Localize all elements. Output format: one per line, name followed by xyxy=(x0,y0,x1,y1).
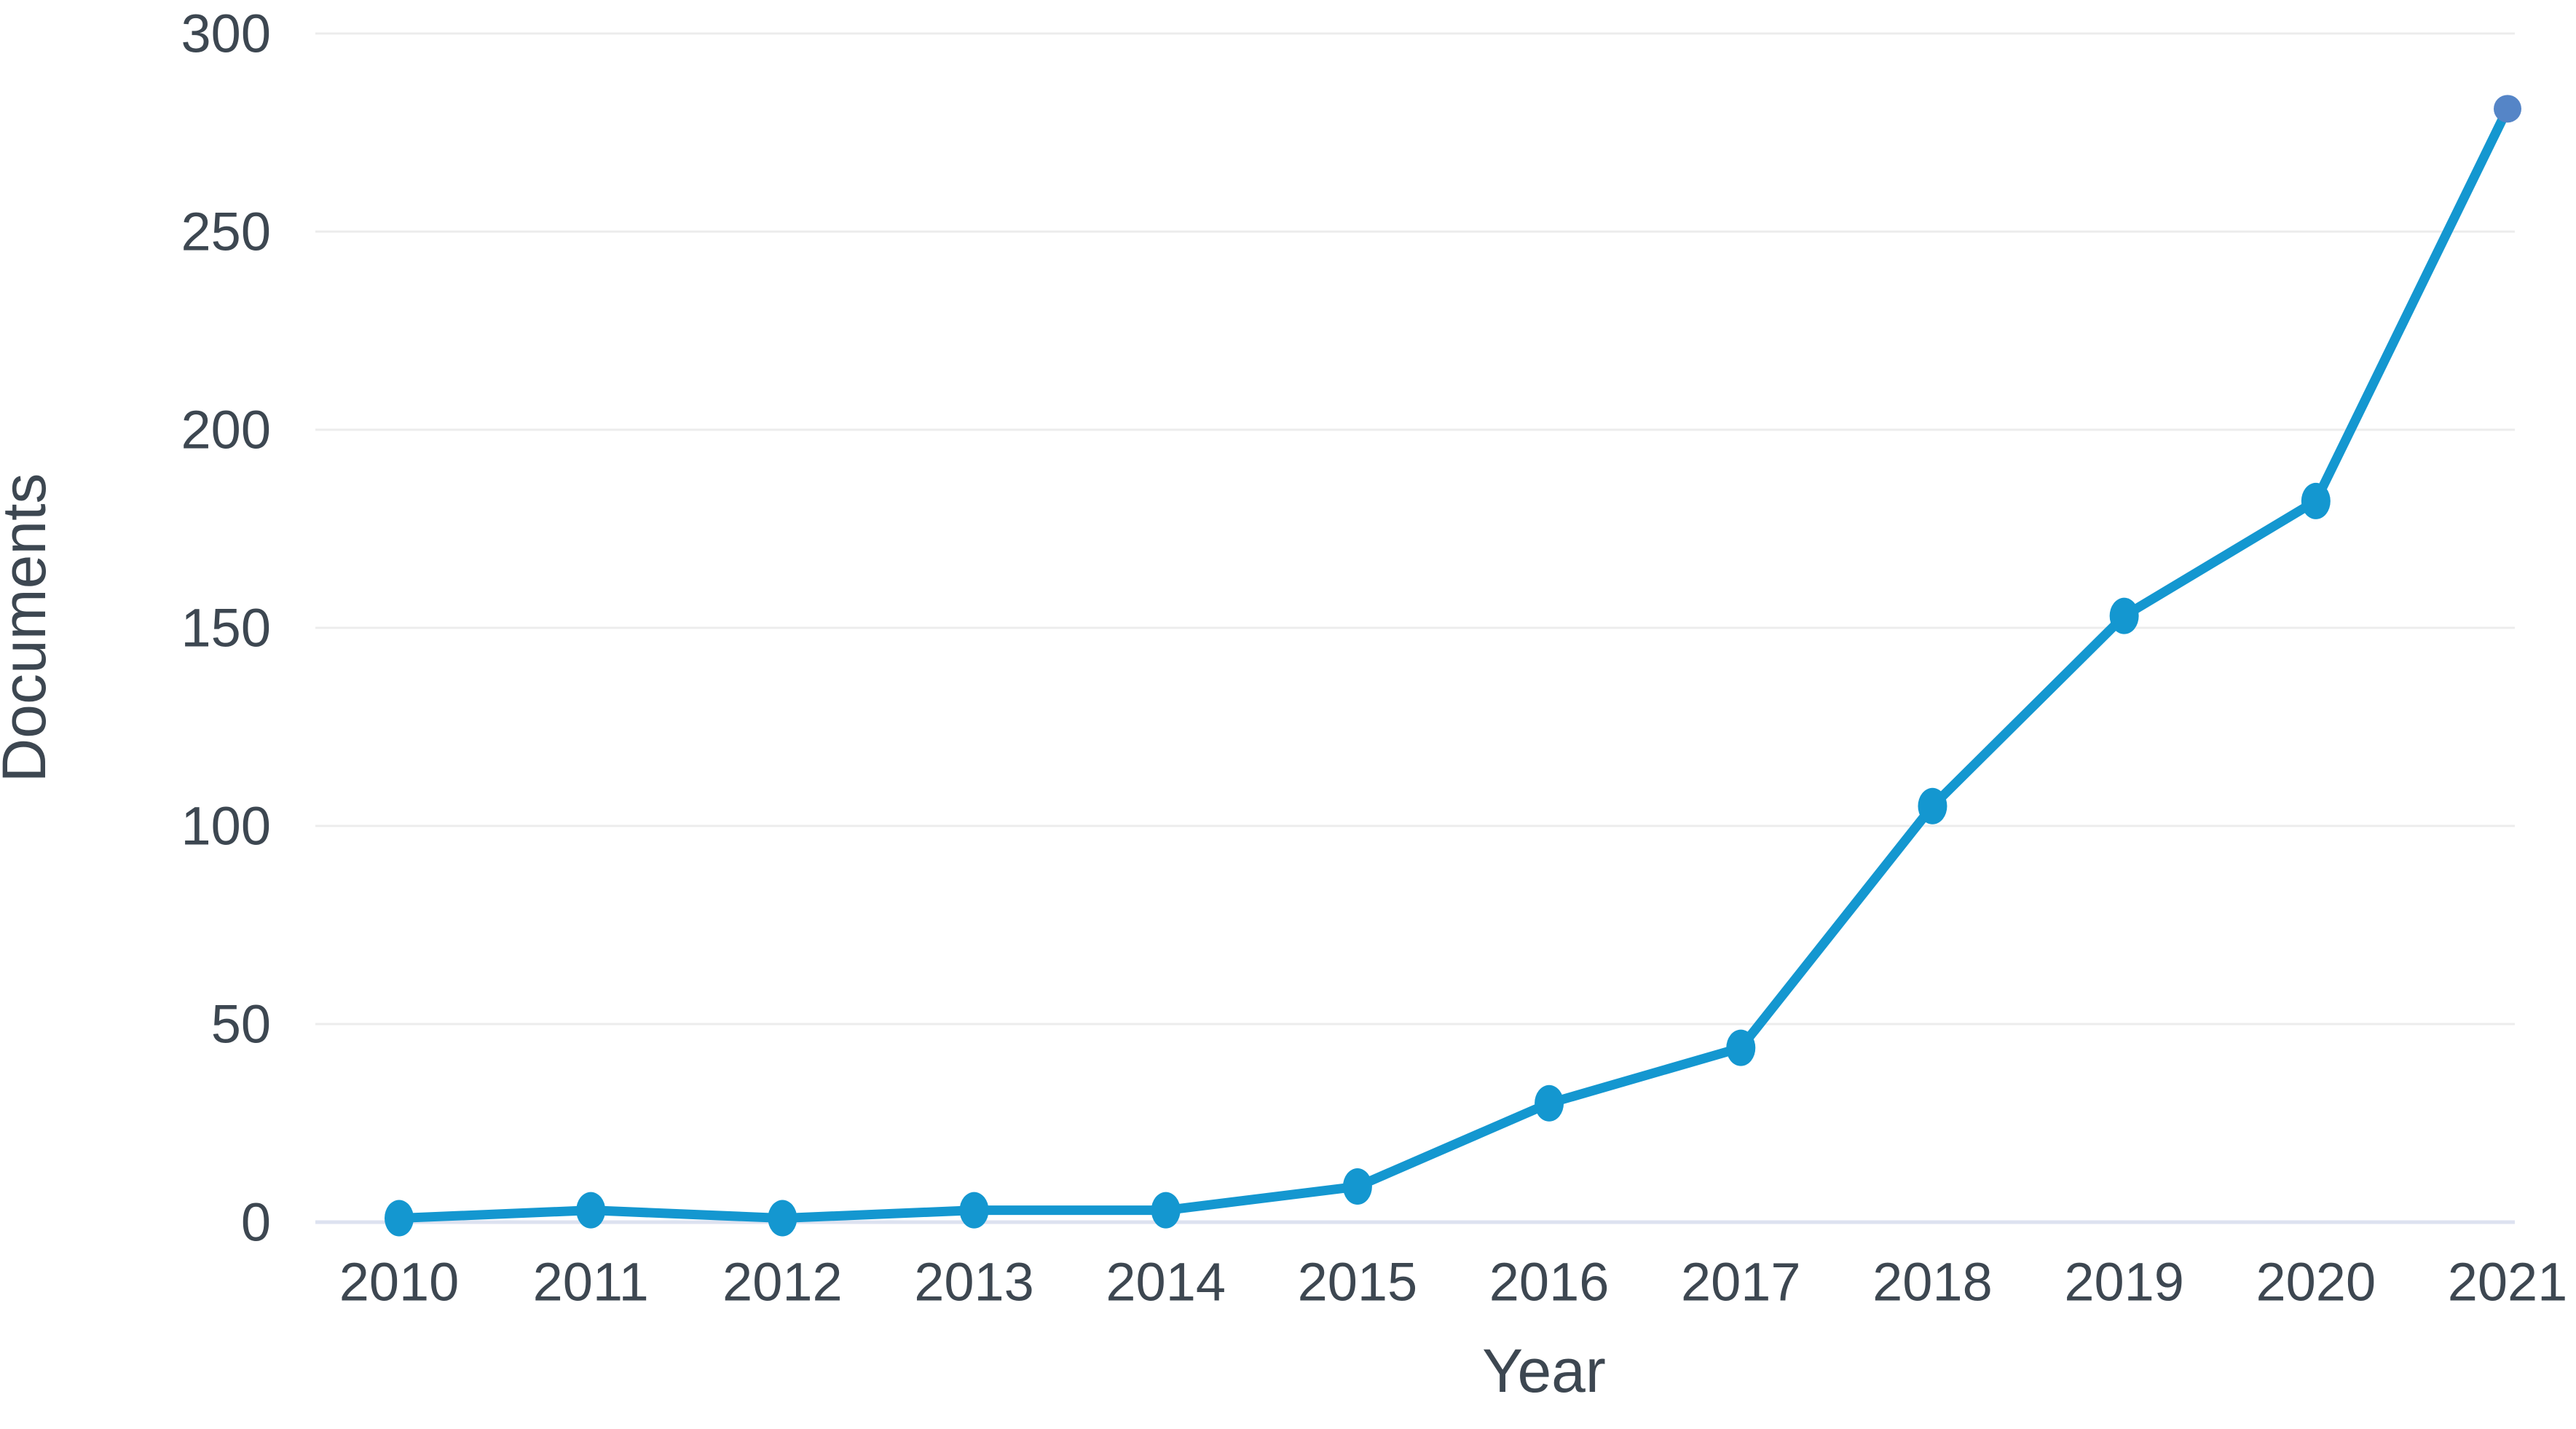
data-point-2020 xyxy=(2301,482,2331,519)
y-tick-label: 100 xyxy=(181,796,271,857)
x-axis-label: Year xyxy=(1482,1337,1606,1405)
data-point-2010 xyxy=(385,1200,414,1237)
x-tick-label: 2016 xyxy=(1489,1252,1610,1312)
x-tick-label: 2015 xyxy=(1298,1252,1418,1312)
grid-layer xyxy=(315,32,2515,1224)
x-tick-label: 2013 xyxy=(914,1252,1034,1312)
data-point-2016 xyxy=(1535,1084,1564,1122)
x-tick-label: 2019 xyxy=(2064,1252,2184,1312)
data-point-2015 xyxy=(1342,1168,1372,1205)
data-point-2018 xyxy=(1918,787,1947,824)
x-tick-label: 2018 xyxy=(1872,1252,1993,1312)
tick-layer: 0 50 100 150 200 250 300 2010 2011 2012 2013 2014 20… xyxy=(181,4,2568,1312)
data-point-2012 xyxy=(768,1200,797,1237)
y-tick-label: 300 xyxy=(181,4,271,64)
data-point-2014 xyxy=(1151,1192,1181,1229)
x-tick-label: 2021 xyxy=(2448,1252,2568,1312)
y-tick-label: 0 xyxy=(241,1192,271,1253)
data-point-2011 xyxy=(576,1192,606,1229)
x-tick-label: 2011 xyxy=(533,1252,649,1312)
y-tick-label: 150 xyxy=(181,598,271,658)
data-point-2021 xyxy=(2494,95,2521,123)
x-tick-label: 2017 xyxy=(1681,1252,1801,1312)
data-point-2017 xyxy=(1726,1029,1756,1066)
series-layer xyxy=(385,95,2521,1237)
trend-line xyxy=(394,103,2513,1224)
x-tick-label: 2012 xyxy=(722,1252,843,1312)
y-axis-label: Documents xyxy=(0,473,58,783)
data-point-2019 xyxy=(2109,597,2139,634)
x-tick-label: 2010 xyxy=(339,1252,460,1312)
y-tick-label: 50 xyxy=(211,994,271,1055)
x-tick-label: 2020 xyxy=(2256,1252,2376,1312)
data-point-2013 xyxy=(959,1192,989,1229)
x-tick-label: 2014 xyxy=(1106,1252,1226,1312)
y-tick-label: 200 xyxy=(181,400,271,460)
y-tick-label: 250 xyxy=(181,202,271,262)
